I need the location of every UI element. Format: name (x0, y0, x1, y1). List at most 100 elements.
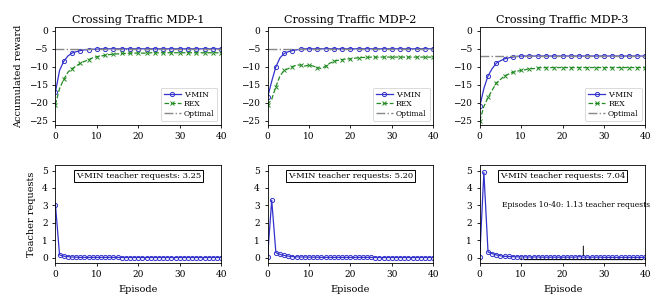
REX (52, 103, 59, 107)
REX (392, 55, 400, 59)
V-MIN (592, 54, 600, 58)
Line: REX: REX (53, 50, 224, 107)
REX (314, 66, 321, 69)
V-MIN (497, 59, 505, 63)
V-MIN (379, 47, 387, 51)
V-MIN (68, 51, 76, 55)
REX (196, 51, 204, 55)
V-MIN (330, 47, 338, 51)
REX (60, 78, 68, 81)
V-MIN (488, 67, 496, 70)
REX (430, 55, 437, 59)
V-MIN (372, 47, 379, 51)
V-MIN (171, 47, 179, 51)
REX (600, 66, 608, 69)
REX (268, 98, 276, 101)
V-MIN (596, 54, 604, 58)
REX (101, 53, 109, 57)
V-MIN (176, 47, 184, 51)
V-MIN (392, 47, 400, 51)
REX (567, 66, 575, 69)
Line: REX: REX (477, 65, 648, 123)
V-MIN (559, 54, 567, 58)
X-axis label: Episode: Episode (331, 285, 370, 294)
V-MIN (522, 54, 529, 58)
V-MIN (168, 47, 175, 51)
Title: Crossing Traffic MDP-3: Crossing Traffic MDP-3 (496, 15, 629, 25)
REX (76, 61, 84, 65)
V-MIN (501, 57, 509, 61)
V-MIN (409, 47, 417, 51)
REX (413, 55, 421, 59)
REX (505, 72, 512, 76)
REX (188, 51, 196, 55)
V-MIN (52, 90, 59, 94)
Title: Crossing Traffic MDP-1: Crossing Traffic MDP-1 (72, 15, 205, 25)
REX (642, 66, 649, 69)
REX (638, 66, 645, 69)
V-MIN (480, 87, 488, 90)
V-MIN (617, 54, 625, 58)
REX (396, 55, 404, 59)
V-MIN (367, 47, 375, 51)
V-MIN (587, 54, 595, 58)
REX (513, 69, 521, 73)
V-MIN (492, 61, 500, 65)
REX (522, 68, 529, 72)
V-MIN (89, 47, 96, 51)
REX (376, 55, 383, 59)
REX (404, 55, 412, 59)
REX (93, 55, 101, 59)
V-MIN (192, 47, 200, 51)
REX (575, 66, 583, 69)
REX (97, 54, 105, 58)
V-MIN (642, 54, 649, 58)
V-MIN (621, 54, 629, 58)
REX (205, 51, 213, 55)
V-MIN (97, 47, 105, 51)
REX (192, 51, 200, 55)
X-axis label: Episode: Episode (543, 285, 582, 294)
V-MIN (159, 47, 167, 51)
V-MIN (314, 47, 321, 51)
V-MIN (101, 47, 109, 51)
REX (201, 51, 209, 55)
V-MIN (110, 47, 117, 51)
REX (608, 66, 616, 69)
V-MIN (534, 54, 542, 58)
REX (355, 56, 363, 59)
REX (542, 66, 550, 69)
REX (176, 51, 184, 55)
V-MIN (629, 54, 637, 58)
REX (209, 51, 217, 55)
V-MIN (546, 54, 554, 58)
REX (587, 66, 595, 69)
REX (143, 51, 151, 55)
V-MIN (484, 74, 492, 78)
V-MIN (134, 47, 142, 51)
V-MIN (517, 54, 525, 58)
V-MIN (396, 47, 404, 51)
REX (151, 51, 159, 55)
V-MIN (209, 47, 217, 51)
V-MIN (284, 50, 292, 53)
V-MIN (184, 47, 192, 51)
V-MIN (293, 48, 301, 52)
V-MIN (625, 54, 633, 58)
REX (372, 55, 379, 59)
V-MIN (600, 54, 608, 58)
REX (625, 66, 633, 69)
REX (180, 51, 188, 55)
REX (89, 56, 96, 59)
REX (400, 55, 408, 59)
V-MIN (205, 47, 213, 51)
Legend: V-MIN, REX, Optimal: V-MIN, REX, Optimal (585, 88, 642, 121)
REX (289, 65, 297, 69)
Line: V-MIN: V-MIN (53, 47, 223, 94)
REX (85, 58, 93, 61)
V-MIN (289, 49, 297, 53)
REX (476, 119, 484, 123)
REX (330, 59, 338, 63)
REX (130, 51, 138, 55)
V-MIN (567, 54, 575, 58)
